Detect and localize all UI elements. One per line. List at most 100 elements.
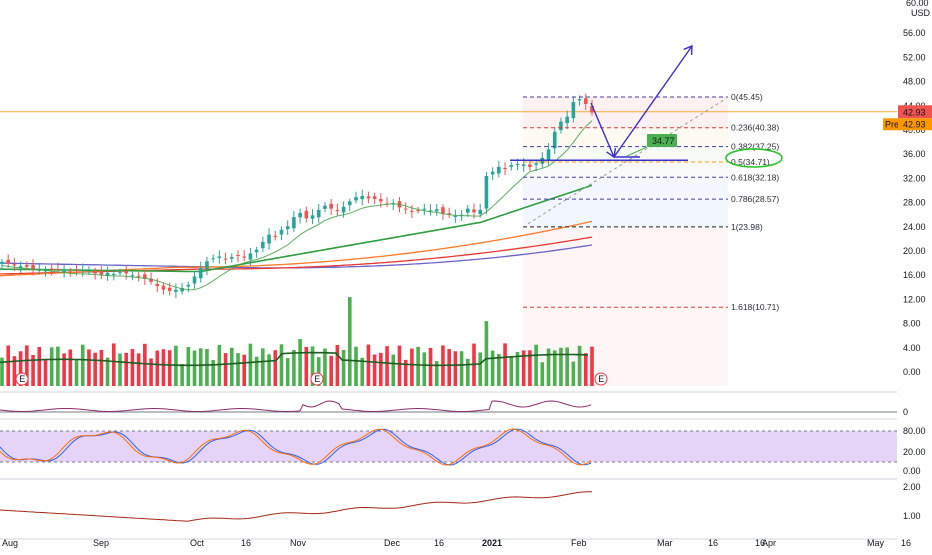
date-axis-label: Sep bbox=[93, 538, 109, 548]
volume-bar bbox=[565, 347, 569, 386]
candle-body bbox=[316, 209, 321, 218]
volume-bar bbox=[497, 354, 501, 386]
candle-body bbox=[155, 283, 160, 287]
candle-body bbox=[43, 270, 48, 272]
volume-bar bbox=[503, 343, 507, 386]
fib-zone bbox=[523, 226, 728, 308]
candle-body bbox=[434, 209, 439, 212]
volume-bar bbox=[267, 354, 271, 386]
volume-bar bbox=[546, 348, 551, 386]
volume-bar bbox=[410, 348, 414, 386]
volume-bar bbox=[403, 359, 408, 386]
price-axis-tick: 48.00 bbox=[903, 77, 926, 87]
candle-body bbox=[12, 264, 17, 266]
price-axis-tick: 16.00 bbox=[903, 270, 926, 280]
candle-body bbox=[447, 213, 451, 215]
candle-body bbox=[0, 261, 4, 264]
volume-bar bbox=[323, 348, 327, 386]
volume-bar bbox=[304, 346, 309, 386]
fib-label: 0(45.45) bbox=[731, 92, 763, 102]
candle-body bbox=[310, 215, 315, 219]
volume-ma-line bbox=[0, 351, 589, 367]
volume-bar bbox=[335, 344, 340, 386]
volume-bar bbox=[180, 363, 184, 386]
date-axis-label: 16 bbox=[755, 538, 765, 548]
candle-body bbox=[236, 254, 240, 256]
volume-bar bbox=[347, 297, 352, 386]
candle-body bbox=[360, 195, 365, 200]
candle-body bbox=[80, 269, 85, 271]
volume-bar bbox=[534, 344, 538, 386]
panel2-tick: 20.00 bbox=[903, 447, 926, 457]
panel1-tick: 0 bbox=[903, 407, 908, 417]
volume-bar bbox=[559, 347, 563, 386]
candle-body bbox=[136, 275, 141, 277]
volume-bar bbox=[192, 350, 197, 386]
fib-label: 0.236(40.38) bbox=[731, 123, 779, 133]
volume-bar bbox=[205, 348, 209, 386]
date-axis-label: Mar bbox=[657, 538, 673, 548]
volume-bar bbox=[143, 343, 147, 386]
volume-bar bbox=[540, 362, 545, 386]
candle-body bbox=[590, 106, 594, 113]
oscillator-line bbox=[0, 400, 592, 412]
price-axis-tick: 56.00 bbox=[903, 28, 926, 38]
candle-body bbox=[130, 275, 135, 277]
candle-body bbox=[292, 217, 296, 229]
last-price-label: 42.93 bbox=[903, 107, 926, 117]
candle-body bbox=[167, 287, 172, 291]
candle-body bbox=[56, 268, 60, 270]
volume-bar bbox=[242, 354, 247, 386]
volume-bar bbox=[31, 354, 35, 386]
volume-bar bbox=[552, 350, 557, 386]
volume-bar bbox=[155, 350, 160, 386]
volume-bar bbox=[484, 321, 489, 386]
volume-bar bbox=[366, 344, 371, 386]
candle-body bbox=[93, 270, 97, 274]
fib-zone bbox=[523, 97, 728, 128]
candle-body bbox=[565, 116, 569, 123]
annotation-pointer bbox=[626, 146, 648, 157]
ratio-line bbox=[0, 491, 592, 522]
volume-bar bbox=[298, 339, 302, 386]
volume-bar bbox=[509, 357, 514, 386]
volume-bar bbox=[87, 349, 91, 386]
candle-body bbox=[335, 210, 340, 212]
volume-bar bbox=[161, 349, 166, 386]
volume-bar bbox=[397, 345, 402, 386]
candle-body bbox=[111, 273, 116, 275]
candle-body bbox=[534, 163, 538, 165]
volume-bar bbox=[571, 361, 576, 386]
volume-bar bbox=[229, 347, 234, 386]
candle-body bbox=[571, 102, 576, 119]
volume-bar bbox=[74, 359, 79, 386]
volume-bar bbox=[248, 343, 253, 386]
fib-zone bbox=[523, 177, 728, 200]
date-axis-label: Nov bbox=[290, 538, 307, 548]
candle-body bbox=[422, 208, 427, 210]
candle-body bbox=[372, 196, 377, 199]
candle-body bbox=[497, 166, 501, 174]
fib-label: 0.382(37.25) bbox=[731, 142, 779, 152]
volume-bar bbox=[279, 344, 284, 386]
volume-bar bbox=[590, 346, 594, 386]
candle-body bbox=[161, 285, 166, 290]
candle-body bbox=[87, 271, 91, 273]
fib-zone bbox=[523, 162, 728, 178]
candle-body bbox=[6, 259, 11, 264]
candle-body bbox=[366, 196, 371, 199]
volume-bar bbox=[577, 345, 582, 386]
volume-bar bbox=[341, 349, 346, 386]
date-axis-label: 16 bbox=[241, 538, 251, 548]
volume-bar bbox=[490, 350, 495, 386]
volume-bar bbox=[12, 356, 17, 386]
candle-body bbox=[410, 210, 414, 212]
volume-bar bbox=[416, 346, 420, 386]
volume-bar bbox=[459, 351, 464, 386]
stoch-k-line bbox=[0, 428, 592, 466]
annotation-box bbox=[647, 134, 677, 147]
price-axis-tick: 4.00 bbox=[903, 343, 921, 353]
candle-body bbox=[323, 205, 327, 209]
